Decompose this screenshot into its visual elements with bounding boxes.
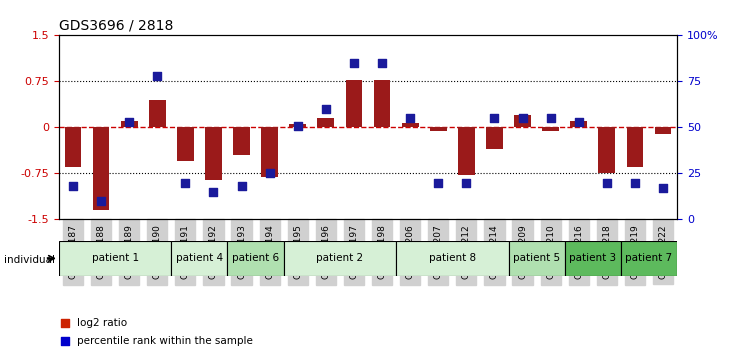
Bar <box>430 127 447 131</box>
Point <box>67 183 79 189</box>
Point <box>432 180 444 185</box>
Text: patient 8: patient 8 <box>429 253 476 263</box>
Bar <box>486 127 503 149</box>
Text: patient 1: patient 1 <box>91 253 138 263</box>
Text: percentile rank within the sample: percentile rank within the sample <box>77 336 253 346</box>
FancyBboxPatch shape <box>565 241 621 276</box>
Text: patient 5: patient 5 <box>513 253 560 263</box>
Text: patient 3: patient 3 <box>569 253 616 263</box>
Point <box>123 119 135 125</box>
Point <box>461 180 473 185</box>
Text: log2 ratio: log2 ratio <box>77 318 127 328</box>
Text: patient 4: patient 4 <box>176 253 223 263</box>
Text: patient 6: patient 6 <box>232 253 279 263</box>
Point <box>489 115 500 121</box>
Bar <box>514 115 531 127</box>
Point <box>208 189 219 195</box>
Point <box>320 106 332 112</box>
Point <box>95 198 107 204</box>
Bar <box>570 121 587 127</box>
FancyBboxPatch shape <box>171 241 227 276</box>
Point <box>263 171 275 176</box>
Point <box>418 241 430 247</box>
Point <box>180 180 191 185</box>
Text: GDS3696 / 2818: GDS3696 / 2818 <box>59 19 173 33</box>
Point <box>573 119 584 125</box>
Bar <box>233 127 250 155</box>
Bar <box>598 127 615 173</box>
Point <box>404 115 416 121</box>
Point <box>601 180 613 185</box>
Bar <box>654 127 671 133</box>
Bar <box>402 123 419 127</box>
Bar <box>542 127 559 131</box>
Bar <box>317 118 334 127</box>
Text: patient 2: patient 2 <box>316 253 364 263</box>
Point <box>292 123 304 129</box>
Point <box>236 183 247 189</box>
Bar <box>121 121 138 127</box>
Bar <box>626 127 643 167</box>
FancyBboxPatch shape <box>509 241 565 276</box>
FancyBboxPatch shape <box>59 241 171 276</box>
Point <box>545 115 556 121</box>
Point <box>517 115 528 121</box>
Point <box>629 180 641 185</box>
Text: patient 7: patient 7 <box>626 253 673 263</box>
Text: individual: individual <box>4 255 54 265</box>
Bar <box>65 127 82 167</box>
Bar <box>177 127 194 161</box>
Bar <box>205 127 222 179</box>
Bar <box>93 127 110 210</box>
Bar <box>289 124 306 127</box>
Point <box>657 185 669 191</box>
Bar <box>149 100 166 127</box>
Bar <box>261 127 278 177</box>
Bar <box>345 80 362 127</box>
FancyBboxPatch shape <box>621 241 677 276</box>
Point <box>418 74 430 79</box>
FancyBboxPatch shape <box>227 241 283 276</box>
Point <box>376 60 388 66</box>
FancyBboxPatch shape <box>396 241 509 276</box>
Point <box>152 73 163 79</box>
FancyBboxPatch shape <box>283 241 396 276</box>
Bar <box>374 80 391 127</box>
Point <box>348 60 360 66</box>
Bar <box>458 127 475 175</box>
